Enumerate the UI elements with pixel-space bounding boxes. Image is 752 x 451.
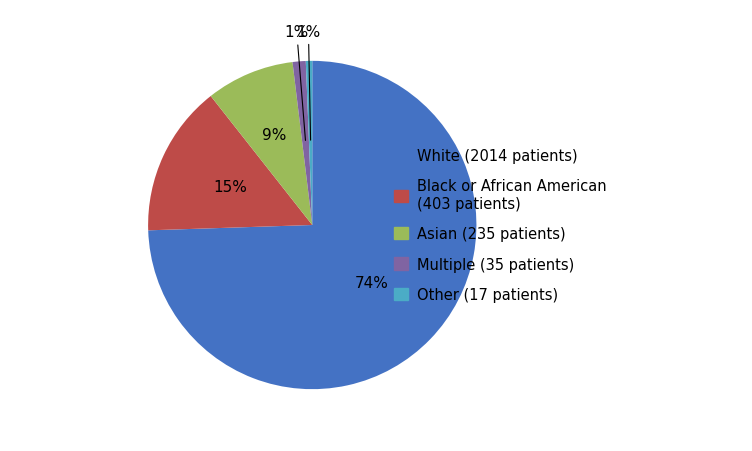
Text: 1%: 1% [284, 25, 309, 141]
Legend: White (2014 patients), Black or African American
(403 patients), Asian (235 pati: White (2014 patients), Black or African … [394, 149, 607, 302]
Text: 74%: 74% [354, 275, 388, 290]
Wedge shape [293, 62, 312, 226]
Wedge shape [148, 97, 312, 231]
Text: 9%: 9% [262, 127, 287, 142]
Text: 1%: 1% [296, 25, 320, 141]
Wedge shape [148, 62, 477, 389]
Wedge shape [211, 63, 312, 226]
Wedge shape [306, 62, 312, 226]
Text: 15%: 15% [214, 180, 247, 195]
